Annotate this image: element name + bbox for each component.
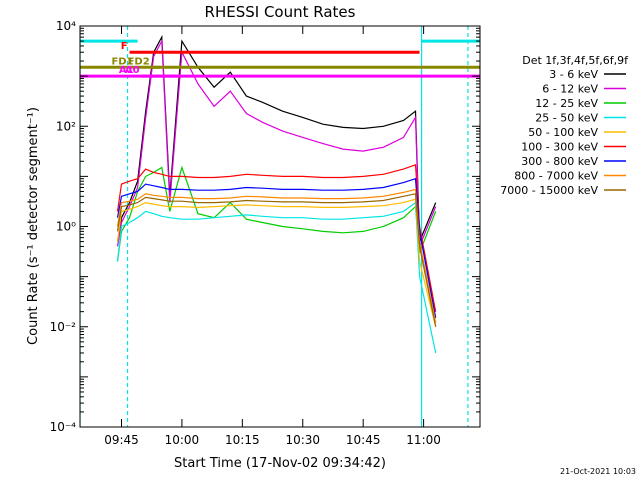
y-axis: 10⁻⁴ 10⁻² 10⁰ 10² 10⁴ bbox=[50, 19, 480, 434]
series-line-0 bbox=[116, 34, 437, 242]
series-line-6 bbox=[116, 177, 437, 319]
legend-label: 7000 - 15000 keV bbox=[500, 184, 598, 197]
x-tick-label: 10:45 bbox=[346, 433, 381, 447]
series-line-4 bbox=[116, 198, 437, 327]
x-tick-label: 11:00 bbox=[406, 433, 441, 447]
x-tick-label: 09:45 bbox=[104, 433, 139, 447]
series-line-1 bbox=[116, 38, 437, 247]
flag-label: FD2 bbox=[128, 56, 150, 67]
series-line-5 bbox=[116, 163, 437, 312]
y-tick-label: 10⁰ bbox=[56, 220, 76, 234]
series-line-2 bbox=[116, 165, 437, 262]
y-tick-label: 10⁻² bbox=[50, 320, 77, 334]
x-tick-label: 10:00 bbox=[165, 433, 200, 447]
y-tick-label: 10² bbox=[56, 119, 76, 133]
chart-title: RHESSI Count Rates bbox=[205, 3, 356, 21]
legend-label: 12 - 25 keV bbox=[535, 97, 598, 110]
x-tick-label: 10:30 bbox=[285, 433, 320, 447]
legend-label: 800 - 7000 keV bbox=[514, 170, 598, 183]
legend-title: Det 1f,3f,4f,5f,6f,9f bbox=[522, 54, 629, 67]
y-axis-label: Count Rate (s⁻¹ detector segment⁻¹) bbox=[26, 107, 41, 345]
series-line-7 bbox=[116, 188, 437, 323]
x-tick-label: 10:15 bbox=[225, 433, 260, 447]
legend-label: 25 - 50 keV bbox=[535, 112, 598, 125]
series-line-3 bbox=[116, 201, 437, 354]
legend-label: 6 - 12 keV bbox=[542, 83, 598, 96]
y-tick-label: 10⁴ bbox=[56, 19, 76, 33]
legend-label: 50 - 100 keV bbox=[528, 126, 598, 139]
series-line-8 bbox=[116, 193, 437, 327]
flag-label: A1 bbox=[119, 65, 134, 76]
legend: Det 1f,3f,4f,5f,6f,9f 3 - 6 keV 6 - 12 ke… bbox=[500, 54, 629, 197]
flag-label: A0 bbox=[125, 65, 140, 76]
date-stamp: 21-Oct-2021 10:03 bbox=[560, 467, 636, 476]
legend-label: 100 - 300 keV bbox=[521, 141, 598, 154]
legend-label: 300 - 800 keV bbox=[521, 155, 598, 168]
x-axis: 09:45 10:00 10:15 10:30 10:45 11:00 bbox=[104, 26, 441, 447]
legend-label: 3 - 6 keV bbox=[549, 68, 598, 81]
flag-label: FD1 bbox=[111, 56, 133, 67]
x-axis-label: Start Time (17-Nov-02 09:34:42) bbox=[174, 456, 386, 471]
flag-label: F bbox=[121, 41, 128, 52]
y-tick-label: 10⁻⁴ bbox=[50, 420, 77, 434]
